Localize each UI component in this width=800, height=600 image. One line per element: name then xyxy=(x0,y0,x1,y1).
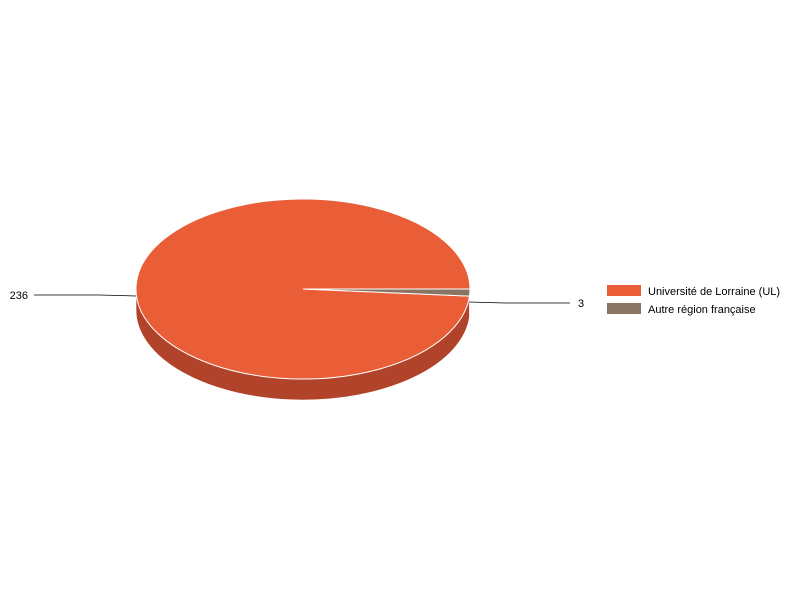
legend-label: Autre région française xyxy=(648,304,756,316)
legend-swatch xyxy=(607,303,641,314)
legend-label: Université de Lorraine (UL) xyxy=(648,286,780,298)
data-label: 236 xyxy=(10,290,28,302)
data-label: 3 xyxy=(578,298,584,310)
leader-line xyxy=(34,294,137,297)
legend-swatch xyxy=(607,285,641,296)
pie-slice[interactable] xyxy=(302,288,471,297)
leader-line xyxy=(468,301,570,304)
